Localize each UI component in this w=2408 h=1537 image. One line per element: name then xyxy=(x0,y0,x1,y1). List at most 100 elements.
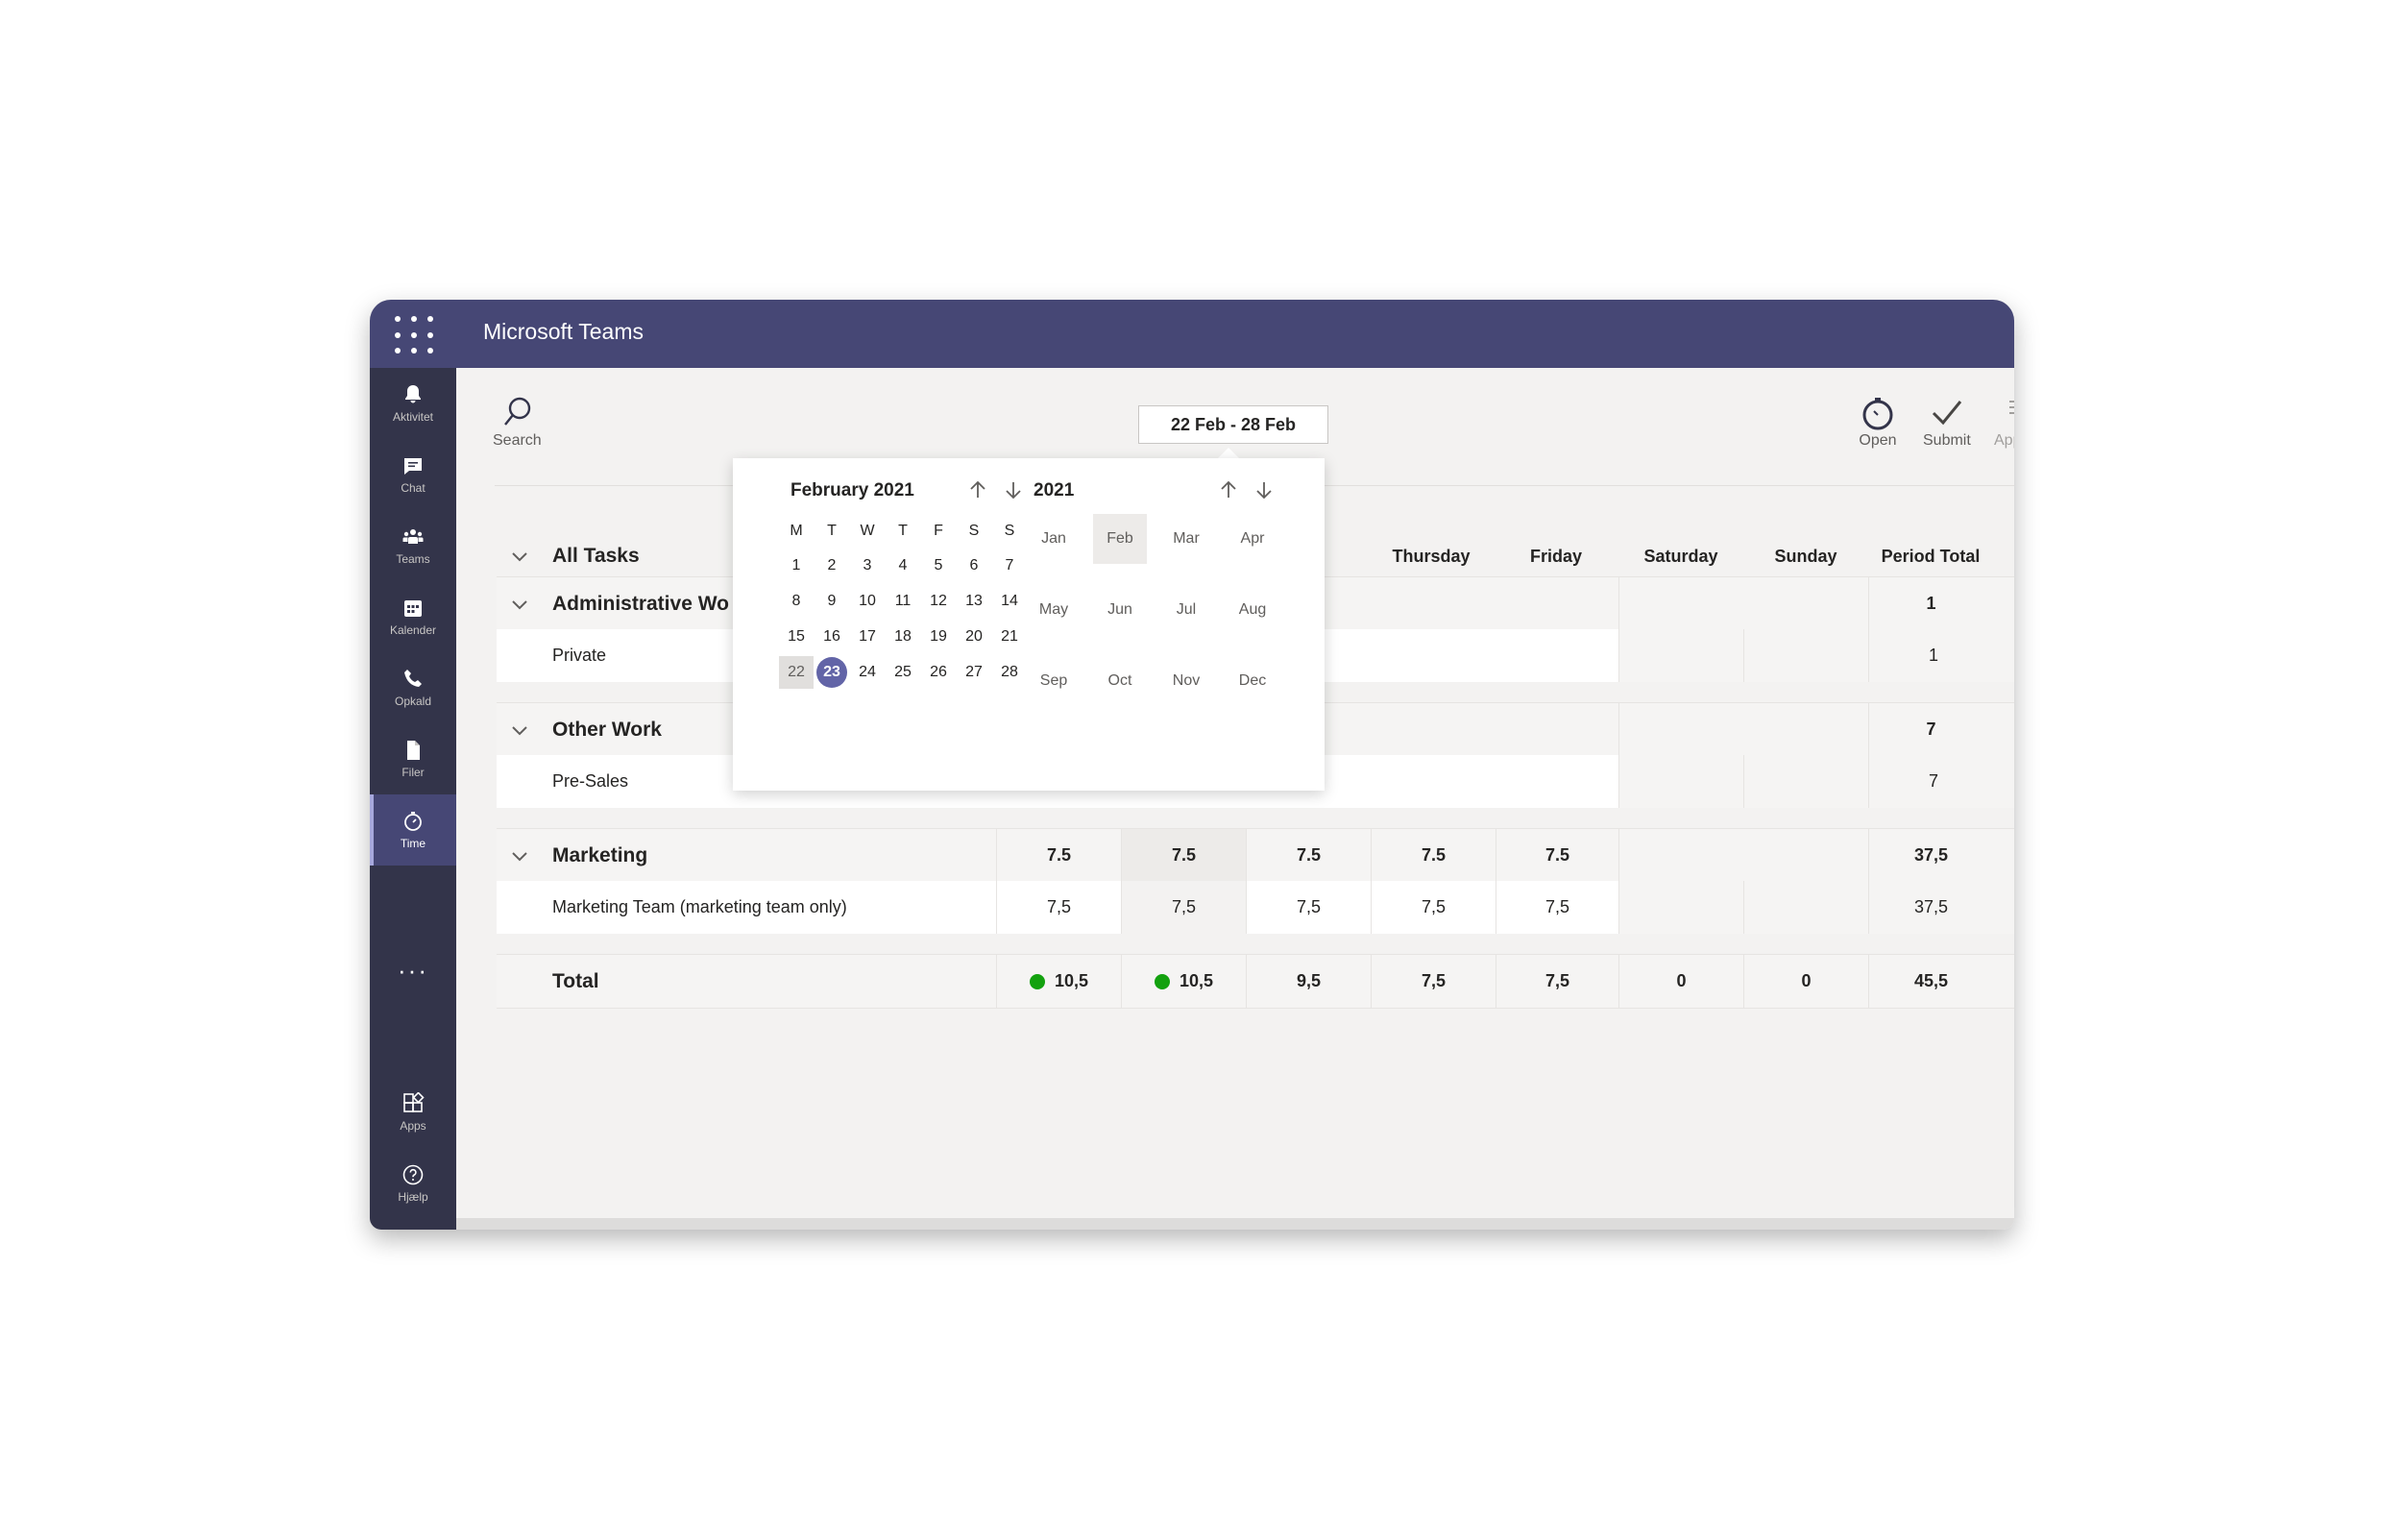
calendar-day[interactable]: 17 xyxy=(859,628,876,645)
date-range-picker[interactable]: 22 Feb - 28 Feb xyxy=(1138,405,1328,444)
calendar-day[interactable]: 15 xyxy=(788,628,805,645)
rail-item-activity[interactable]: Aktivitet xyxy=(370,368,456,439)
cell-thursday[interactable]: 7,5 xyxy=(1371,881,1496,934)
calendar-day[interactable]: 9 xyxy=(827,593,837,609)
calendar-day[interactable]: 5 xyxy=(934,557,943,573)
task-group-row[interactable]: Marketing 7.5 7.5 7.5 7.5 7.5 37,5 xyxy=(497,828,2014,883)
weekday-label: S xyxy=(1004,523,1015,539)
cell-period-total: 1 xyxy=(1868,629,2014,682)
calendar-day[interactable]: 18 xyxy=(894,628,912,645)
month-option[interactable]: Sep xyxy=(1039,672,1068,689)
calendar-day[interactable]: 3 xyxy=(863,557,872,573)
month-option[interactable]: Jan xyxy=(1041,530,1066,547)
status-dot-icon xyxy=(1029,973,1045,989)
arrow-down-icon[interactable] xyxy=(1253,479,1275,500)
more-apps-icon[interactable]: ··· xyxy=(398,956,428,985)
weekday-label: T xyxy=(827,523,837,539)
calendar-day[interactable]: 28 xyxy=(1001,664,1018,680)
total-row: Total 10,5 10,5 9,5 7,5 7,5 0 0 45,5 xyxy=(497,954,2014,1009)
app-launcher-icon[interactable] xyxy=(395,316,433,354)
horizontal-scrollbar[interactable] xyxy=(456,1218,2014,1230)
calendar-day[interactable]: 8 xyxy=(791,593,801,609)
cell-monday[interactable]: 7,5 xyxy=(996,881,1121,934)
open-button[interactable]: Open xyxy=(1859,394,1897,450)
calendar-day[interactable]: 19 xyxy=(930,628,947,645)
calendar-day[interactable]: 14 xyxy=(1001,593,1018,609)
total-label: Total xyxy=(552,969,599,992)
calendar-day-today[interactable]: 23 xyxy=(815,656,849,689)
title-bar: Microsoft Teams xyxy=(370,300,2014,368)
calendar-day[interactable]: 16 xyxy=(823,628,840,645)
calendar-day[interactable]: 26 xyxy=(930,664,947,680)
calendar-day[interactable]: 2 xyxy=(827,557,837,573)
calendar-day[interactable]: 21 xyxy=(1001,628,1018,645)
rail-item-time[interactable]: Time xyxy=(370,794,456,866)
calendar-day[interactable]: 27 xyxy=(965,664,983,680)
calendar-day[interactable]: 22 xyxy=(779,656,814,689)
month-title[interactable]: February 2021 xyxy=(791,480,914,500)
month-option[interactable]: Jun xyxy=(1107,601,1132,618)
chevron-down-icon[interactable] xyxy=(510,595,529,614)
cell-tuesday[interactable]: 7,5 xyxy=(1121,881,1246,934)
month-option-selected[interactable]: Feb xyxy=(1093,514,1147,564)
cell-friday[interactable]: 7,5 xyxy=(1496,881,1618,934)
calendar-day[interactable]: 25 xyxy=(894,664,912,680)
column-header-sunday: Sunday xyxy=(1774,546,1837,566)
cell-saturday[interactable] xyxy=(1618,755,1743,808)
search-icon xyxy=(504,397,531,426)
cell-saturday[interactable] xyxy=(1618,881,1743,934)
app-rail: Aktivitet Chat Teams Kalender Opkald Fil… xyxy=(370,368,456,1230)
calendar-icon xyxy=(404,600,422,617)
calendar-day[interactable]: 4 xyxy=(898,557,908,573)
month-option[interactable]: Dec xyxy=(1238,672,1267,689)
year-title[interactable]: 2021 xyxy=(1034,480,1075,500)
arrow-up-icon[interactable] xyxy=(967,479,988,500)
submit-label: Submit xyxy=(1923,432,1971,449)
chevron-down-icon[interactable] xyxy=(510,846,529,866)
apps-icon xyxy=(403,1092,425,1112)
calendar-day[interactable]: 6 xyxy=(969,557,979,573)
calendar-day[interactable]: 13 xyxy=(965,593,983,609)
rail-item-files[interactable]: Filer xyxy=(370,723,456,794)
calendar-day[interactable]: 12 xyxy=(930,593,947,609)
calendar-day[interactable]: 7 xyxy=(1005,557,1014,573)
cell-saturday[interactable] xyxy=(1618,629,1743,682)
date-picker-popup: February 2021 2021 M T W T F S S 1 2 3 4… xyxy=(733,458,1325,791)
approve-button[interactable]: Approve xyxy=(1994,394,2014,450)
cell-sunday[interactable] xyxy=(1743,755,1868,808)
arrow-down-icon[interactable] xyxy=(1003,479,1024,500)
month-option[interactable]: May xyxy=(1038,601,1069,618)
calendar-day[interactable]: 11 xyxy=(894,593,912,609)
calendar-day[interactable]: 1 xyxy=(791,557,801,573)
month-option[interactable]: Oct xyxy=(1107,672,1132,689)
total-monday: 10,5 xyxy=(996,955,1121,1008)
calendar-day[interactable]: 10 xyxy=(859,593,876,609)
popup-pointer xyxy=(1217,448,1240,459)
cell-sunday[interactable] xyxy=(1743,881,1868,934)
rail-item-teams[interactable]: Teams xyxy=(370,510,456,581)
rail-item-calendar[interactable]: Kalender xyxy=(370,581,456,652)
search-button[interactable]: Search xyxy=(493,394,542,450)
cell-wednesday[interactable]: 7,5 xyxy=(1246,881,1371,934)
cell-sunday[interactable] xyxy=(1743,629,1868,682)
month-option[interactable]: Jul xyxy=(1176,601,1197,618)
total-tuesday: 10,5 xyxy=(1121,955,1246,1008)
rail-item-help[interactable]: Hjælp xyxy=(370,1148,456,1219)
month-option[interactable]: Apr xyxy=(1240,530,1265,547)
rail-item-chat[interactable]: Chat xyxy=(370,439,456,510)
column-header-saturday: Saturday xyxy=(1643,546,1718,566)
chevron-down-icon[interactable] xyxy=(510,720,529,740)
submit-button[interactable]: Submit xyxy=(1923,394,1971,450)
rail-item-calls[interactable]: Opkald xyxy=(370,652,456,723)
month-option[interactable]: Mar xyxy=(1173,530,1200,547)
calendar-day[interactable]: 24 xyxy=(859,664,876,680)
arrow-up-icon[interactable] xyxy=(1218,479,1239,500)
chevron-down-icon[interactable] xyxy=(510,547,529,566)
cell-saturday[interactable] xyxy=(1618,577,1743,630)
task-row[interactable]: Marketing Team (marketing team only) 7,5… xyxy=(497,881,2014,934)
month-option[interactable]: Nov xyxy=(1172,672,1201,689)
month-option[interactable]: Aug xyxy=(1238,601,1267,618)
calendar-day[interactable]: 20 xyxy=(965,628,983,645)
cell-saturday[interactable] xyxy=(1618,703,1743,756)
rail-item-apps[interactable]: Apps xyxy=(370,1077,456,1148)
